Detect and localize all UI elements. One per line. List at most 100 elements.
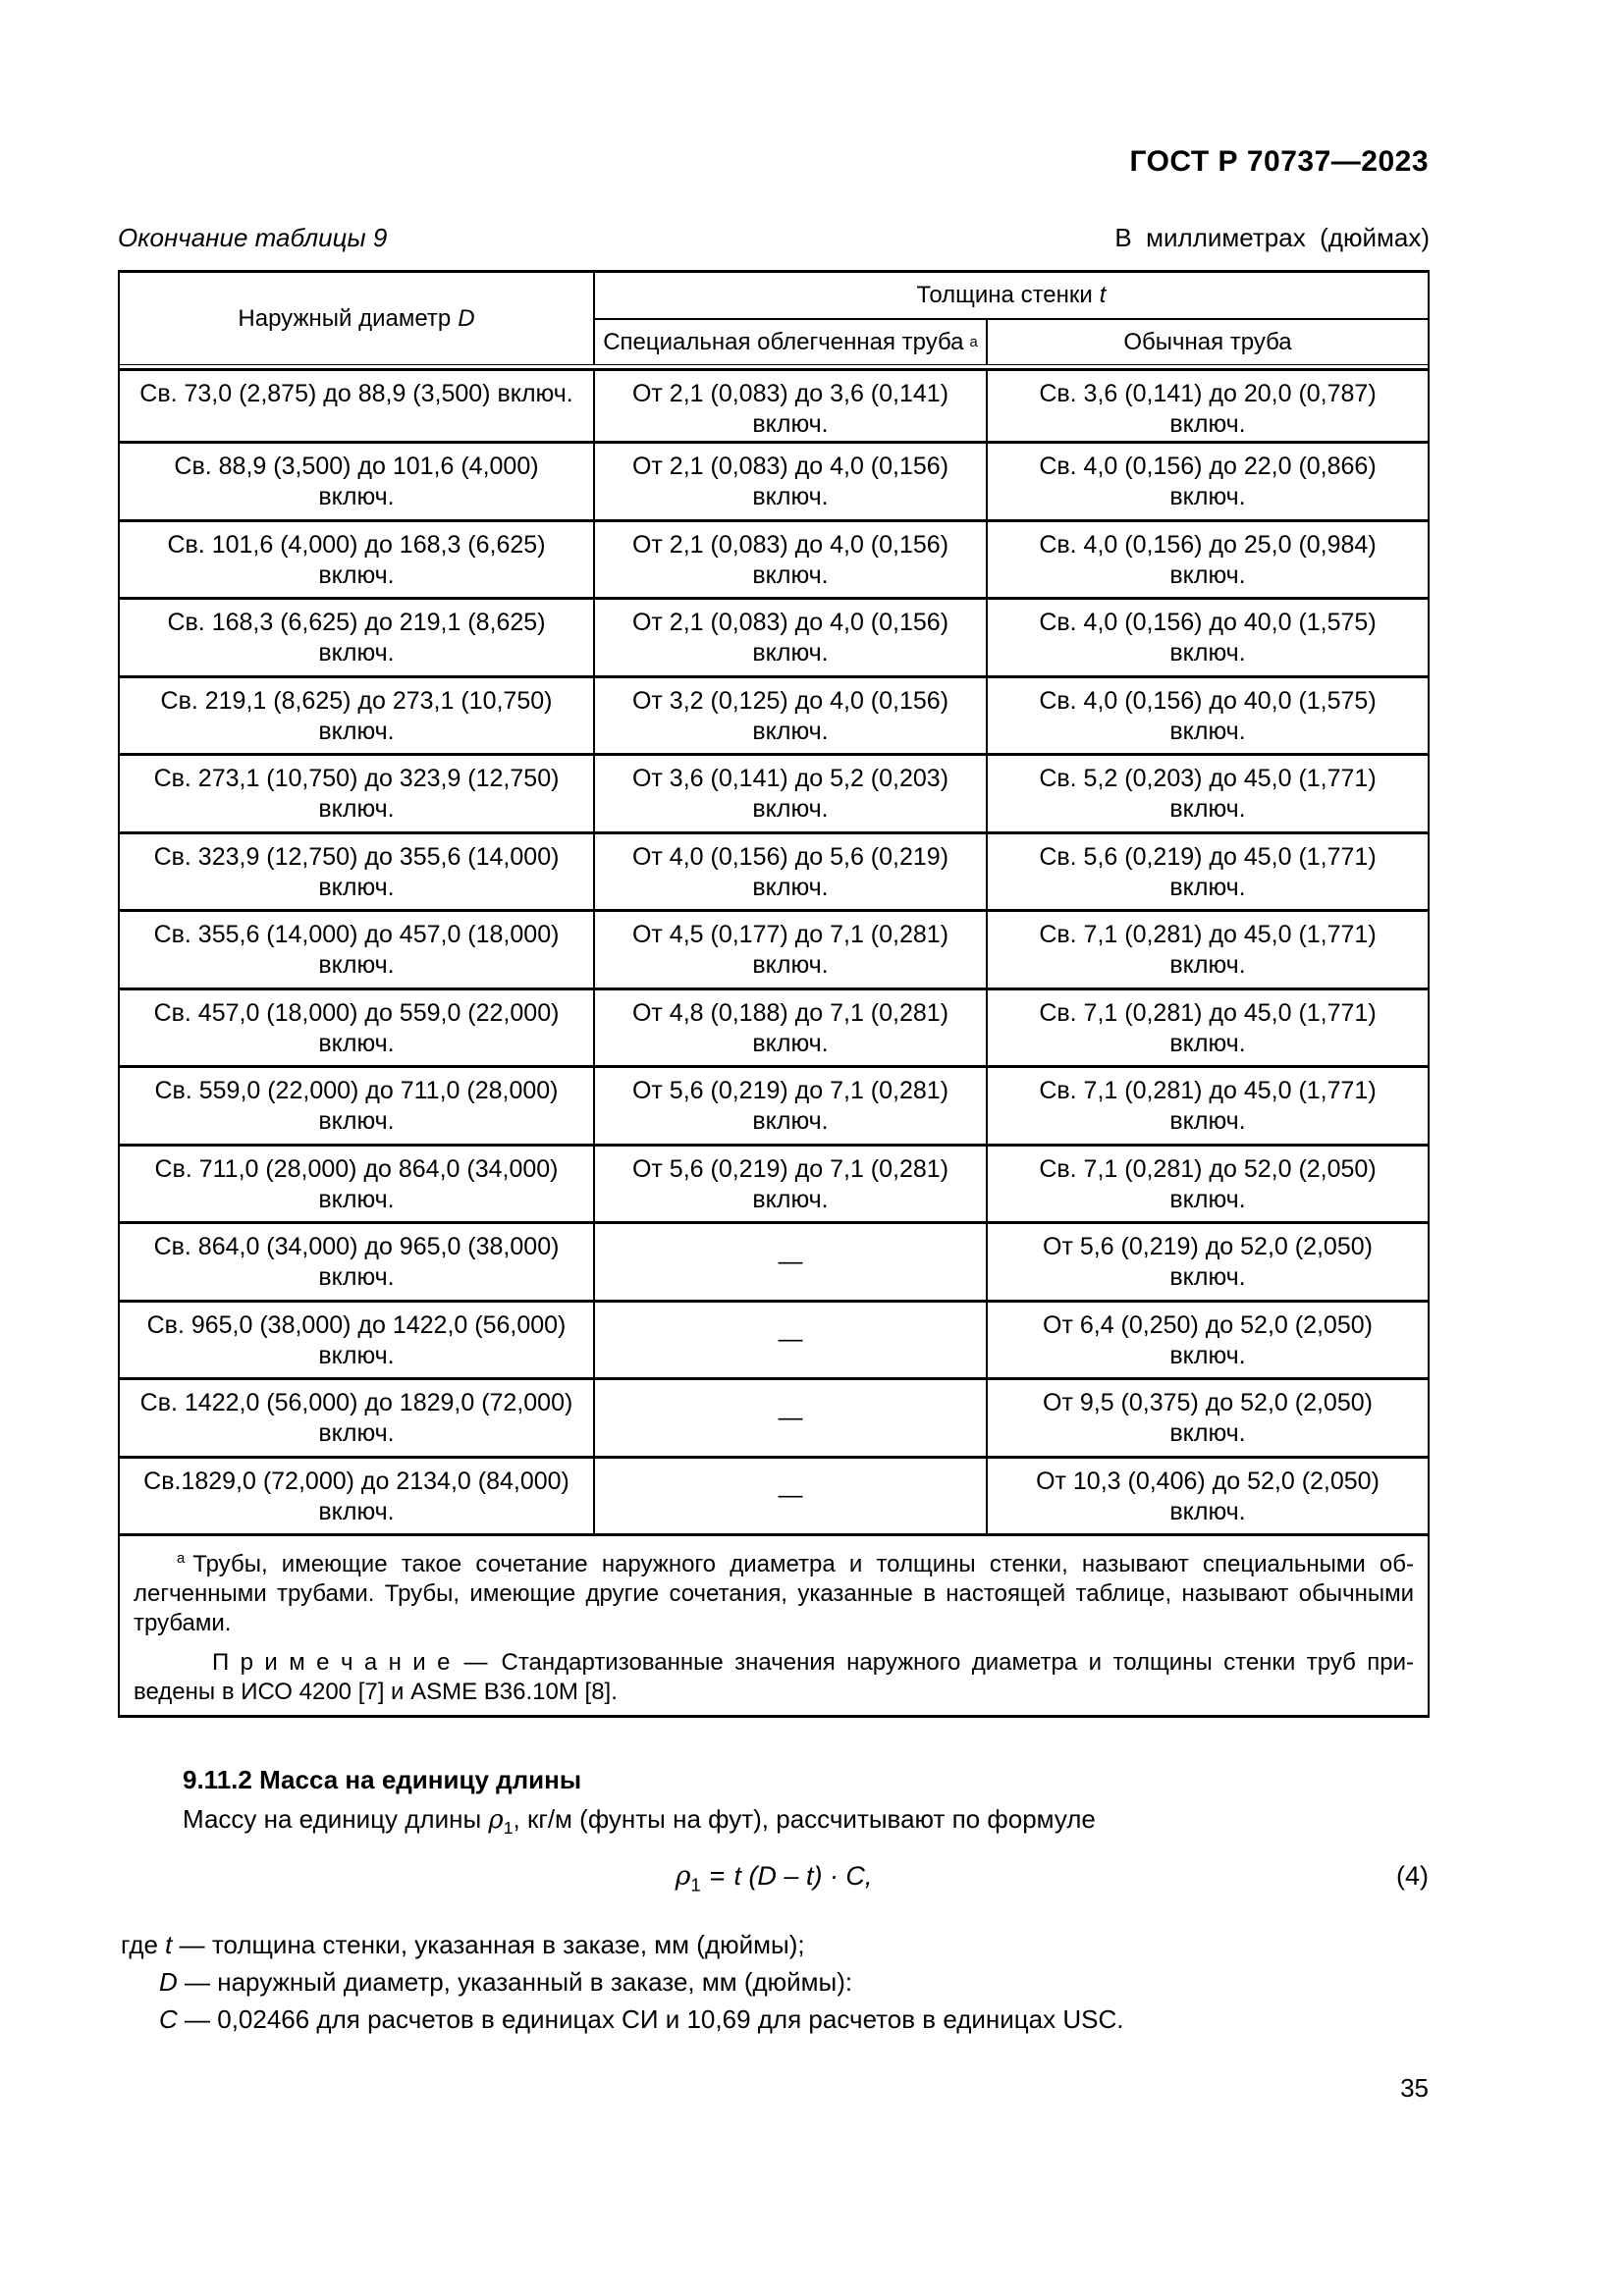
table-9: Наружный диаметр D Толщина стенки t Специа… [118,270,1430,1718]
cell-outer-diameter: Св. 323,9 (12,750) до 355,6 (14,000) вкл… [120,833,595,909]
footnote-line-3: трубами. [134,1610,232,1636]
header-body-divider [120,364,1428,371]
cell-special-light-tube: От 2,1 (0,083) до 4,0 (0,156) включ. [595,600,988,675]
cell-regular-tube: Св. 5,2 (0,203) до 45,0 (1,771) включ. [1039,765,1377,823]
table-row: Св. 273,1 (10,750) до 323,9 (12,750) вкл… [120,756,1428,834]
section-intro: Массу на единицу длины ρ1, кг/м (фунты н… [183,1804,1096,1839]
cell-special-light-tube: — [595,1224,988,1300]
header-outer-diameter: Наружный диаметр D [120,273,595,364]
where-lead: где [121,1930,166,1959]
table-row: Св. 559,0 (22,000) до 711,0 (28,000) вкл… [120,1068,1428,1147]
formula-4: ρ1 = t (D – t) · C, (4) [118,1861,1430,1896]
footnote-note-line-2: ведены в ИСО 4200 [7] и ASME B36.10M [8]… [134,1679,618,1705]
section-heading: 9.11.2 Масса на единицу длины [183,1765,582,1794]
cell-outer-diameter: Св. 73,0 (2,875) до 88,9 (3,500) включ. [120,371,595,441]
rho-symbol: ρ [488,1805,504,1835]
intro-post: , кг/м (фунты на фут), рассчитывают по ф… [513,1804,1096,1834]
cell-regular-tube: От 5,6 (0,219) до 52,0 (2,050) включ. [1043,1233,1373,1291]
formula-rho-symbol: ρ [675,1861,691,1892]
cell-special-light-tube: От 4,0 (0,156) до 5,6 (0,219) включ. [595,833,988,909]
cell-regular-tube: Св. 7,1 (0,281) до 45,0 (1,771) включ. [1039,998,1377,1057]
cell-outer-diameter: Св. 273,1 (10,750) до 323,9 (12,750) вкл… [120,756,595,831]
symbol-D-def: D [159,1967,178,1997]
formula-equals: = [709,1861,726,1891]
units-note: В миллиметрах (дюймах) [1114,223,1430,252]
cell-regular-tube: Св. 7,1 (0,281) до 52,0 (2,050) включ. [1039,1154,1377,1213]
formula-number: (4) [1396,1861,1429,1891]
symbol-t-def: t [165,1930,173,1959]
cell-special-light-tube: — [595,1458,988,1533]
rho-subscript: 1 [503,1818,514,1839]
cell-regular-tube: Св. 4,0 (0,156) до 40,0 (1,575) включ. [1039,686,1377,745]
header-outer-diameter-label: Наружный диаметр [238,305,452,332]
cell-regular-tube: От 9,5 (0,375) до 52,0 (2,050) включ. [1043,1389,1373,1447]
table-row: Св.1829,0 (72,000) до 2134,0 (84,000) вк… [120,1458,1428,1536]
table-body: Св. 73,0 (2,875) до 88,9 (3,500) включ. … [120,371,1428,1536]
where-text-C: — 0,02466 для расчетов в единицах СИ и 1… [177,2004,1124,2034]
table-row: Св. 88,9 (3,500) до 101,6 (4,000) включ.… [120,444,1428,522]
page-number: 35 [1400,2073,1429,2103]
intro-pre: Массу на единицу длины [183,1804,489,1834]
cell-outer-diameter: Св. 168,3 (6,625) до 219,1 (8,625) включ… [120,600,595,675]
table-row: Св. 965,0 (38,000) до 1422,0 (56,000) вк… [120,1302,1428,1380]
cell-outer-diameter: Св. 864,0 (34,000) до 965,0 (38,000) вкл… [120,1224,595,1300]
cell-outer-diameter: Св. 965,0 (38,000) до 1422,0 (56,000) вк… [120,1302,595,1377]
table-row: Св. 711,0 (28,000) до 864,0 (34,000) вкл… [120,1146,1428,1224]
header-special-light-tube: Специальная облегченная труба а [595,320,988,364]
header-subrow: Специальная облегченная труба а Обычная т… [595,320,1428,364]
note-dash: — [463,1649,488,1676]
cell-regular-tube: От 10,3 (0,406) до 52,0 (2,050) включ. [1036,1467,1380,1525]
doc-number: ГОСТ Р 70737—2023 [1129,145,1429,178]
cell-outer-diameter: Св. 88,9 (3,500) до 101,6 (4,000) включ. [120,444,595,519]
table-row: Св. 323,9 (12,750) до 355,6 (14,000) вкл… [120,833,1428,912]
table-row: Св. 864,0 (34,000) до 965,0 (38,000) вкл… [120,1224,1428,1303]
cell-outer-diameter: Св. 355,6 (14,000) до 457,0 (18,000) вкл… [120,912,595,988]
footnote-marker-a: а [177,1551,186,1567]
where-line-t: где t — толщина стенки, указанная в зака… [121,1930,805,1960]
where-line-D: D — наружный диаметр, указанный в заказе… [159,1967,852,1998]
symbol-D: D [458,305,475,332]
cell-special-light-tube: От 4,8 (0,188) до 7,1 (0,281) включ. [595,989,988,1065]
where-text-t: — толщина стенки, указанная в заказе, мм… [172,1930,805,1959]
table-row: Св. 219,1 (8,625) до 273,1 (10,750) вклю… [120,677,1428,756]
header-wall-thickness-group: Толщина стенки t Специальная облегченная … [595,273,1428,364]
table-row: Св. 73,0 (2,875) до 88,9 (3,500) включ. … [120,371,1428,444]
note-label: П р и м е ч а н и е [212,1649,451,1676]
table-row: Св. 168,3 (6,625) до 219,1 (8,625) включ… [120,600,1428,678]
cell-special-light-tube: От 5,6 (0,219) до 7,1 (0,281) включ. [595,1068,988,1144]
cell-special-light-tube: От 2,1 (0,083) до 4,0 (0,156) включ. [595,521,988,597]
cell-outer-diameter: Св. 219,1 (8,625) до 273,1 (10,750) вклю… [120,677,595,753]
caption-row: Окончание таблицы 9 В миллиметрах (дюйма… [118,223,1430,253]
where-text-D: — наружный диаметр, указанный в заказе, … [177,1967,853,1997]
table-footnote: а Трубы, имеющие такое сочетание наружног… [120,1536,1428,1715]
header-regular-tube: Обычная труба [988,320,1428,364]
footnote-text-1: Трубы, имеющие такое сочетание наружного… [192,1551,1414,1577]
footnote-note-line-1: П р и м е ч а н и е — Стандартизованные зн… [134,1648,1414,1678]
cell-regular-tube: Св. 5,6 (0,219) до 45,0 (1,771) включ. [1039,842,1377,901]
header-regular-tube-label: Обычная труба [1123,329,1292,355]
cell-regular-tube: Св. 3,6 (0,141) до 20,0 (0,787) включ. [1039,380,1377,438]
cell-regular-tube: Св. 7,1 (0,281) до 45,0 (1,771) включ. [1039,1077,1377,1135]
note-text: Стандартизованные значения наружного диа… [501,1649,1414,1676]
footnote-line-1: а Трубы, имеющие такое сочетание наружног… [134,1550,1414,1579]
cell-special-light-tube: От 2,1 (0,083) до 4,0 (0,156) включ. [595,444,988,519]
header-special-light-tube-label: Специальная облегченная труба [603,329,964,355]
table-row: Св. 457,0 (18,000) до 559,0 (22,000) вкл… [120,989,1428,1068]
cell-outer-diameter: Св. 711,0 (28,000) до 864,0 (34,000) вкл… [120,1146,595,1221]
table-row: Св. 1422,0 (56,000) до 1829,0 (72,000) в… [120,1380,1428,1459]
symbol-t: t [1099,282,1107,308]
cell-regular-tube: Св. 4,0 (0,156) до 40,0 (1,575) включ. [1039,609,1377,667]
cell-outer-diameter: Св. 457,0 (18,000) до 559,0 (22,000) вкл… [120,989,595,1065]
footnote-line-2: легченными трубами. Трубы, имеющие други… [134,1580,1414,1607]
table-row: Св. 355,6 (14,000) до 457,0 (18,000) вкл… [120,912,1428,990]
cell-special-light-tube: От 5,6 (0,219) до 7,1 (0,281) включ. [595,1146,988,1221]
cell-special-light-tube: От 3,2 (0,125) до 4,0 (0,156) включ. [595,677,988,753]
cell-special-light-tube: — [595,1380,988,1456]
cell-regular-tube: Св. 7,1 (0,281) до 45,0 (1,771) включ. [1039,921,1377,979]
cell-special-light-tube: От 4,5 (0,177) до 7,1 (0,281) включ. [595,912,988,988]
cell-regular-tube: От 6,4 (0,250) до 52,0 (2,050) включ. [1043,1310,1373,1369]
cell-regular-tube: Св. 4,0 (0,156) до 22,0 (0,866) включ. [1039,453,1377,510]
header-wall-thickness-label: Толщина стенки [916,282,1093,308]
where-line-C: C — 0,02466 для расчетов в единицах СИ и… [159,2004,1123,2035]
